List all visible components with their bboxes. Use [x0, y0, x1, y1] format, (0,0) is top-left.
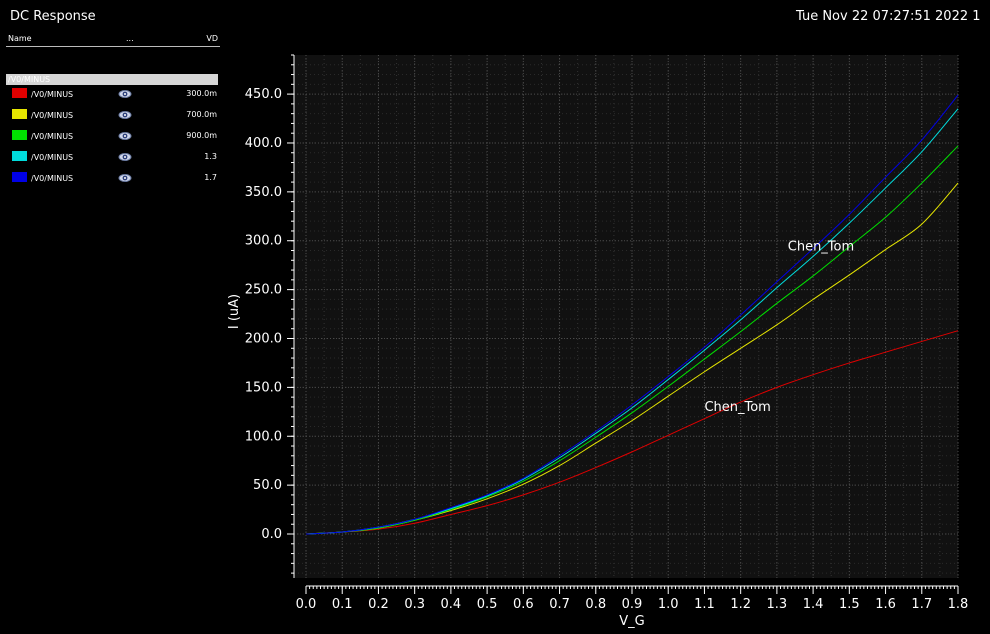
legend-color-swatch[interactable] [12, 88, 27, 98]
legend-header: Name ... VD [6, 34, 220, 46]
x-tick-label: 1.5 [839, 597, 860, 612]
y-tick-label: 50.0 [253, 478, 282, 493]
y-tick-label: 300.0 [245, 234, 282, 249]
window-title: DC Response [10, 9, 96, 24]
x-tick-label: 0.6 [513, 597, 534, 612]
eye-icon[interactable] [118, 151, 132, 163]
legend-item[interactable]: /V0/MINUS 700.0m [12, 109, 222, 123]
legend-vd-value: 1.7 [204, 173, 217, 182]
legend-vd-value: 700.0m [186, 110, 217, 119]
legend-vd-value: 1.3 [204, 152, 217, 161]
legend-item[interactable]: /V0/MINUS 900.0m [12, 130, 222, 144]
legend-color-swatch[interactable] [12, 172, 27, 182]
y-tick-label: 250.0 [245, 283, 282, 298]
legend-vd-value: 900.0m [186, 131, 217, 140]
legend-color-swatch[interactable] [12, 109, 27, 119]
x-tick-label: 1.3 [767, 597, 788, 612]
legend-header-vd[interactable]: VD [206, 34, 218, 43]
legend-signal-name: /V0/MINUS [31, 153, 74, 162]
y-tick-label: 150.0 [245, 380, 282, 395]
plot-area [294, 55, 958, 578]
y-tick-label: 450.0 [245, 87, 282, 102]
x-tick-label: 1.1 [694, 597, 715, 612]
x-tick-label: 1.6 [875, 597, 896, 612]
x-tick-label: 1.0 [658, 597, 679, 612]
x-tick-label: 0.3 [404, 597, 425, 612]
legend-header-more[interactable]: ... [126, 34, 134, 43]
x-tick-label: 1.8 [948, 597, 969, 612]
y-tick-label: 400.0 [245, 136, 282, 151]
y-tick-label: 350.0 [245, 185, 282, 200]
series-line-1.7[interactable] [305, 94, 959, 535]
legend-group-label: /V0/MINUS [8, 75, 51, 84]
x-tick-label: 0.9 [622, 597, 643, 612]
chart-annotation: Chen_Tom [704, 400, 770, 415]
legend-vd-value: 300.0m [186, 89, 217, 98]
y-tick-label: 0.0 [261, 527, 282, 542]
x-axis-label: V_G [619, 614, 644, 629]
legend-signal-name: /V0/MINUS [31, 132, 74, 141]
x-tick-label: 1.2 [730, 597, 751, 612]
x-tick-label: 1.7 [911, 597, 932, 612]
y-axis-label: I (uA) [227, 294, 242, 329]
x-tick-label: 0.7 [549, 597, 570, 612]
legend-group-row[interactable]: /V0/MINUS [6, 74, 218, 85]
x-tick-label: 1.4 [803, 597, 824, 612]
eye-icon[interactable] [118, 88, 132, 100]
x-tick-label: 0.4 [441, 597, 462, 612]
y-tick-label: 100.0 [245, 429, 282, 444]
x-tick-label: 0.5 [477, 597, 498, 612]
legend-item[interactable]: /V0/MINUS 1.7 [12, 172, 222, 186]
legend-signal-name: /V0/MINUS [31, 174, 74, 183]
legend-signal-name: /V0/MINUS [31, 111, 74, 120]
chart-annotation: Chen_Tom [788, 240, 854, 255]
legend-item[interactable]: /V0/MINUS 300.0m [12, 88, 222, 102]
legend-color-swatch[interactable] [12, 151, 27, 161]
legend-signal-name: /V0/MINUS [31, 90, 74, 99]
x-tick-label: 0.0 [296, 597, 317, 612]
timestamp: Tue Nov 22 07:27:51 2022 1 [796, 9, 981, 24]
eye-icon[interactable] [118, 130, 132, 142]
x-tick-label: 0.2 [368, 597, 389, 612]
legend-header-name[interactable]: Name [8, 34, 32, 43]
x-tick-label: 0.1 [332, 597, 353, 612]
legend-color-swatch[interactable] [12, 130, 27, 140]
legend-item[interactable]: /V0/MINUS 1.3 [12, 151, 222, 165]
series-line-900.0m[interactable] [305, 145, 959, 535]
eye-icon[interactable] [118, 172, 132, 184]
y-tick-label: 200.0 [245, 331, 282, 346]
legend-divider [6, 46, 220, 47]
legend-panel: Name ... VD /V0/MINUS /V0/MINUS 300.0m/V0… [0, 30, 225, 200]
x-tick-label: 0.8 [585, 597, 606, 612]
eye-icon[interactable] [118, 109, 132, 121]
series-line-300.0m[interactable] [305, 330, 959, 535]
